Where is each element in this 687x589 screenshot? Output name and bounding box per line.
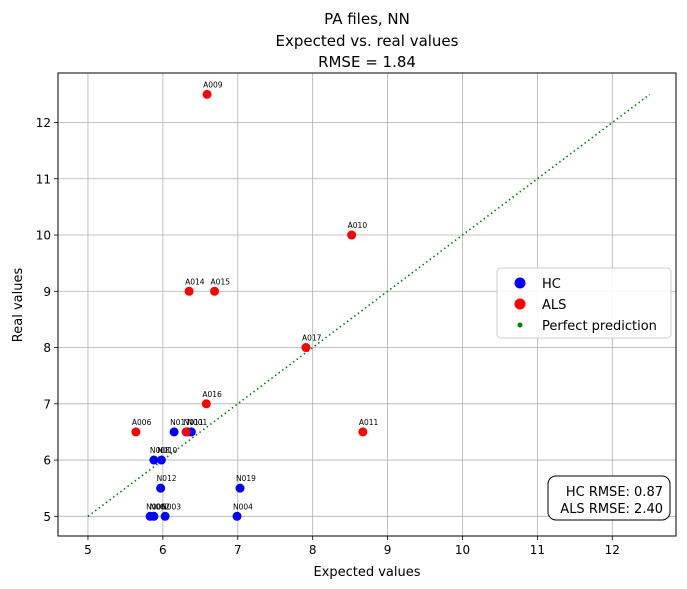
als-point [358,427,368,437]
als-point [184,286,194,296]
als-point [201,399,211,409]
als-point [131,427,141,437]
hc-point [235,483,245,493]
hc-point [232,511,242,521]
als-rmse-text: ALS RMSE: 2.40 [560,502,663,517]
y-axis-label: Real values [11,268,26,343]
point-label: N019 [236,474,256,483]
x-tick-label: 11 [530,543,545,557]
point-label: A010 [348,221,368,230]
point-label: N001 [187,418,207,427]
point-label: N003 [161,502,181,511]
als-point [202,89,212,99]
point-label: N002 [150,502,170,511]
hc-point [149,455,159,465]
als-point [301,343,311,353]
legend-als-marker [514,298,526,310]
x-tick-label: 5 [84,543,92,557]
x-tick-label: 7 [234,543,242,557]
hc-point [169,427,179,437]
point-label: N006 [146,502,166,511]
perfect-prediction-line [87,93,651,517]
als-point [181,427,191,437]
x-tick-label: 9 [384,543,392,557]
point-label: A017 [302,334,322,343]
y-axis-ticks: 5 6 7 8 9 10 11 12 [36,116,58,524]
y-tick-label: 8 [43,341,51,355]
legend-als-label: ALS [542,298,566,313]
legend-hc-marker [514,277,526,289]
x-axis-ticks: 5 6 7 8 9 10 11 12 [84,536,620,557]
chart-title: PA files, NN Expected vs. real values RM… [276,10,459,71]
x-axis-label: Expected values [313,565,420,580]
point-label: N008 [150,446,170,455]
point-label: N017 [170,418,190,427]
point-label: N012 [157,474,177,483]
hc-point [156,455,166,465]
y-tick-label: 9 [43,285,51,299]
y-tick-label: 11 [36,172,51,186]
chart-title-line-1: PA files, NN [324,10,410,28]
perfect-prediction-segment [87,93,651,517]
legend-box [496,267,672,339]
x-tick-label: 12 [605,543,620,557]
point-label: A015 [211,277,231,286]
point-label: A006 [132,418,152,427]
y-tick-label: 5 [43,510,51,524]
als-point [210,286,220,296]
point-label: N011 [184,418,204,427]
chart-title-line-2: Expected vs. real values [276,32,459,50]
point-label: A016 [202,390,222,399]
y-tick-label: 10 [36,229,51,243]
point-label: A011 [359,418,379,427]
y-tick-label: 7 [43,397,51,411]
point-label: N010 [157,446,177,455]
hc-point [156,483,166,493]
rmse-annotation-box [547,475,671,521]
y-tick-label: 6 [43,454,51,468]
legend: HC ALS Perfect prediction [496,267,672,339]
x-tick-label: 10 [455,543,470,557]
point-label: N004 [233,502,253,511]
als-point [347,230,357,240]
legend-perfect-marker [517,322,523,328]
legend-hc-label: HC [542,277,561,292]
hc-point [149,511,159,521]
hc-rmse-text: HC RMSE: 0.87 [566,485,663,500]
point-label: A009 [203,80,223,89]
legend-perfect-label: Perfect prediction [542,319,657,334]
rmse-annotation: HC RMSE: 0.87 ALS RMSE: 2.40 [547,475,671,521]
plot-frame [57,72,677,537]
hc-point [160,511,170,521]
x-tick-label: 8 [309,543,317,557]
x-tick-label: 6 [159,543,167,557]
data-points [131,89,368,521]
point-label: A014 [185,277,205,286]
chart-title-line-3: RMSE = 1.84 [318,53,416,71]
y-tick-label: 12 [36,116,51,130]
